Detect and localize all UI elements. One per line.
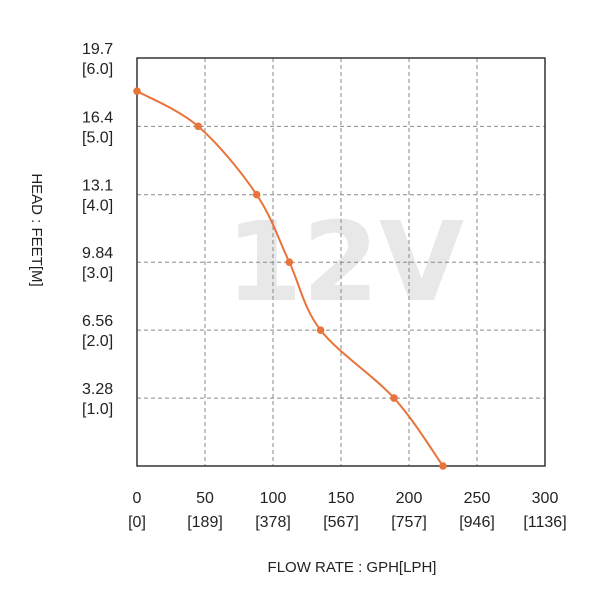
grid-lines [137,58,545,466]
y-tick-sublabel: [1.0] [82,401,113,418]
y-axis-ticks: 19.7 [6.0] 16.4 [5.0] 13.1 [4.0] 9.84 [3.0] 6.56… [82,41,113,418]
x-tick-label: 200 [396,490,423,507]
x-tick-sublabel: [378] [255,514,291,531]
data-point [439,462,447,470]
y-tick-label: 9.84 [82,245,113,262]
y-tick-sublabel: [5.0] [82,129,113,146]
x-tick-sublabel: [1136] [523,514,566,531]
x-tick-label: 300 [532,490,559,507]
data-point [252,190,261,199]
data-point [133,87,141,95]
x-tick-sublabel: [567] [323,514,359,531]
data-point [285,258,294,267]
y-tick-label: 16.4 [82,109,113,126]
y-tick-label: 19.7 [82,41,113,58]
x-axis-ticks: 0 [0] 50 [189] 100 [378] 150 [567] 200 [757] 250 [9… [128,490,567,531]
y-tick-sublabel: [6.0] [82,61,113,78]
x-tick-label: 50 [196,490,214,507]
y-tick-label: 13.1 [82,178,113,195]
x-tick-label: 150 [328,490,355,507]
data-point [390,394,398,402]
x-tick-sublabel: [0] [128,514,146,531]
y-tick-sublabel: [2.0] [82,333,113,350]
watermark-label: 12V [226,198,464,326]
x-tick-label: 0 [133,490,142,507]
y-tick-label: 6.56 [82,313,113,330]
x-tick-label: 250 [464,490,491,507]
x-tick-sublabel: [757] [391,514,427,531]
y-axis-title: HEAD : FEET[M] [28,173,45,286]
x-tick-sublabel: [946] [459,514,495,531]
x-tick-sublabel: [189] [187,514,223,531]
x-tick-label: 100 [260,490,287,507]
y-tick-sublabel: [4.0] [82,198,113,215]
series-layer [133,87,447,470]
data-point [316,326,325,334]
data-point [194,122,202,131]
y-tick-label: 3.28 [82,381,113,398]
plot-frame [136,57,546,467]
y-tick-sublabel: [3.0] [82,265,113,282]
x-axis-title: FLOW RATE : GPH[LPH] [268,559,437,576]
